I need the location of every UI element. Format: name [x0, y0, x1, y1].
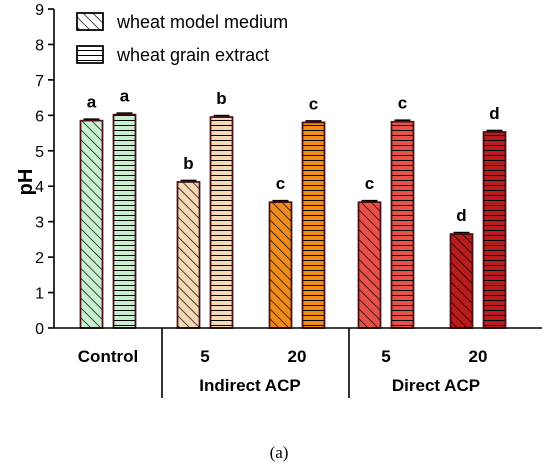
significance-label: c — [276, 174, 285, 193]
significance-label: c — [309, 94, 318, 113]
y-tick-label: 2 — [35, 250, 44, 267]
y-tick-label: 4 — [35, 179, 44, 196]
significance-label: d — [489, 104, 499, 123]
bar-pattern — [390, 120, 415, 329]
group-label: Direct ACP — [392, 376, 480, 395]
y-tick-label: 6 — [35, 108, 44, 125]
bar-pattern — [79, 119, 104, 329]
x-tick-label: 5 — [200, 347, 209, 366]
significance-label: d — [456, 206, 466, 225]
x-tick-label: 5 — [381, 347, 390, 366]
significance-label: c — [398, 94, 407, 113]
y-tick-label: 1 — [35, 286, 44, 303]
y-tick-label: 8 — [35, 37, 44, 54]
bar-pattern — [209, 116, 234, 329]
bars: a a b b c c c c d d — [79, 87, 507, 329]
legend-swatch-2-pattern — [76, 45, 104, 64]
significance-label: c — [365, 174, 374, 193]
x-axis: Control 5 20 5 20 Indirect ACP Direct ACP — [54, 327, 542, 398]
bar-pattern — [301, 121, 326, 329]
legend-label-1: wheat model medium — [116, 12, 288, 32]
significance-label: a — [120, 87, 130, 106]
figure-caption: (a) — [270, 443, 289, 462]
y-tick-label: 9 — [35, 2, 44, 19]
legend: wheat model medium wheat grain extract — [76, 12, 288, 65]
legend-item-1: wheat model medium — [76, 12, 288, 32]
x-tick-label: 20 — [288, 347, 307, 366]
y-tick-label: 5 — [35, 144, 44, 161]
bar-pattern — [112, 113, 137, 329]
significance-label: b — [183, 154, 193, 173]
bar-pattern — [268, 201, 293, 329]
y-tick-label: 0 — [35, 321, 44, 338]
y-tick-label: 3 — [35, 215, 44, 232]
bar-pattern — [449, 233, 474, 329]
legend-item-2: wheat grain extract — [76, 45, 269, 65]
x-tick-label: Control — [78, 347, 138, 366]
bar-pattern — [357, 201, 382, 329]
significance-label: a — [87, 93, 97, 112]
legend-swatch-1-pattern — [76, 12, 104, 31]
y-tick-label: 7 — [35, 73, 44, 90]
x-tick-label: 20 — [469, 347, 488, 366]
y-axis-label: pH — [15, 169, 37, 196]
bar-pattern — [482, 131, 507, 329]
legend-label-2: wheat grain extract — [116, 45, 269, 65]
group-label: Indirect ACP — [199, 376, 300, 395]
axes: 0 1 2 3 4 5 6 7 8 9 — [35, 2, 55, 338]
bar-pattern — [176, 181, 201, 329]
significance-label: b — [216, 89, 226, 108]
